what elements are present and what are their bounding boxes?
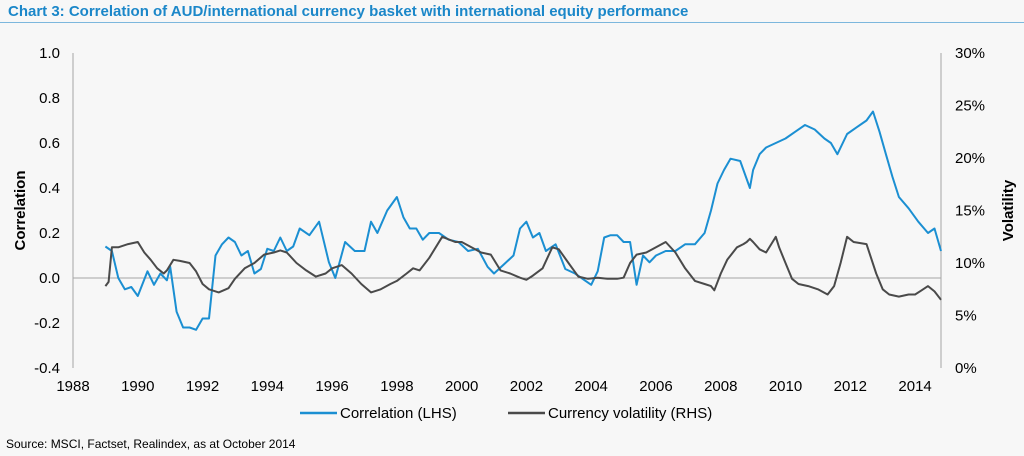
y-left-tick-label: 0.0: [39, 270, 60, 287]
series-group: [104, 110, 942, 331]
y-right-tick-label: 15%: [955, 203, 985, 220]
y-right-tick-label: 20%: [955, 150, 985, 167]
source-note: Source: MSCI, Factset, Realindex, as at …: [6, 437, 296, 451]
x-tick-label: 1996: [315, 378, 348, 395]
y-right-tick-label: 30%: [955, 45, 985, 62]
chart-title: Chart 3: Correlation of AUD/internationa…: [8, 3, 689, 20]
y-left-tick-label: 0.6: [39, 135, 60, 152]
x-tick-label: 1990: [121, 378, 154, 395]
y-right-tick-label: 25%: [955, 98, 985, 115]
x-tick-label: 2004: [575, 378, 608, 395]
x-tick-label: 2010: [769, 378, 802, 395]
x-tick-label: 1998: [380, 378, 413, 395]
x-tick-label: 2002: [510, 378, 543, 395]
legend-label-correlation: Correlation (LHS): [340, 405, 457, 422]
title-underline: [0, 22, 1024, 23]
y-left-tick-label: -0.2: [34, 315, 60, 332]
x-tick-label: 2008: [704, 378, 737, 395]
y-right-axis-label: Volatility: [1000, 179, 1017, 241]
x-tick-label: 1992: [186, 378, 219, 395]
y-left-tick-label: 0.2: [39, 225, 60, 242]
legend: Correlation (LHS) Currency volatility (RH…: [300, 405, 712, 422]
y-right-tick-label: 5%: [955, 308, 977, 325]
x-tick-label: 1994: [251, 378, 284, 395]
y-right-tick-label: 0%: [955, 360, 977, 377]
y-right-tick-label: 10%: [955, 255, 985, 272]
x-tick-label: 2006: [639, 378, 672, 395]
x-tick-label: 2012: [834, 378, 867, 395]
x-tick-label: 2014: [898, 378, 931, 395]
volatility-series-line: [104, 235, 942, 301]
y-left-tick-label: -0.4: [34, 360, 60, 377]
y-left-axis-label: Correlation: [12, 170, 29, 250]
axes: 1.0 0.8 0.6 0.4 0.2 0.0 -0.2 -0.4 30% 25% 20% 15% 10…: [12, 45, 1017, 395]
y-left-tick-label: 1.0: [39, 45, 60, 62]
y-left-tick-label: 0.4: [39, 180, 60, 197]
x-tick-label: 1988: [56, 378, 89, 395]
x-tick-label: 2000: [445, 378, 478, 395]
y-left-tick-label: 0.8: [39, 90, 60, 107]
legend-label-volatility: Currency volatility (RHS): [548, 405, 712, 422]
correlation-series-line: [104, 110, 942, 331]
